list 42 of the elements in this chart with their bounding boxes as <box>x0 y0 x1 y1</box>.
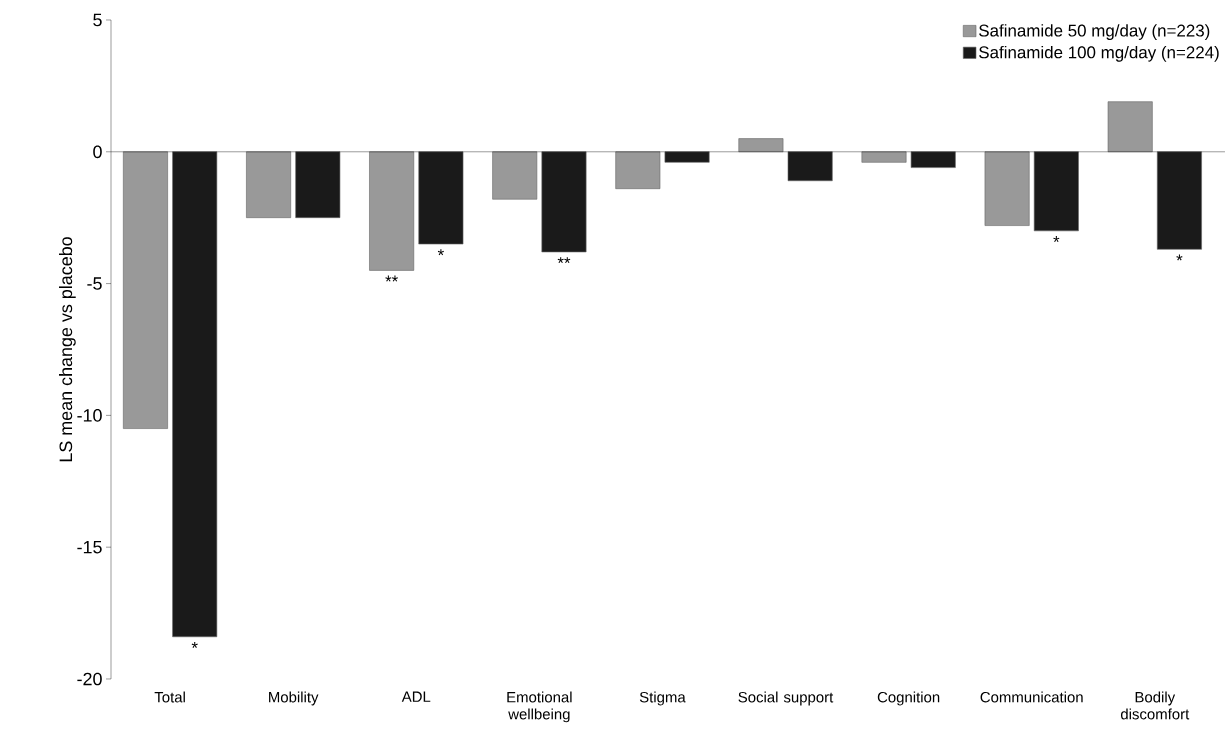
x-tick-label: Bodily discomfort <box>1120 691 1190 720</box>
bar <box>1107 101 1153 153</box>
y-tick-label: -15 <box>77 540 102 554</box>
bar <box>861 151 907 163</box>
annotation: * <box>437 249 444 256</box>
bar <box>541 151 587 253</box>
y-tick-label: -5 <box>87 277 102 290</box>
x-tick-label: ADL <box>401 691 431 702</box>
bar <box>615 151 661 189</box>
bar <box>910 151 956 168</box>
x-tick-label: Cognition <box>877 691 940 706</box>
bar <box>295 151 341 218</box>
bar <box>1156 151 1202 250</box>
bar <box>246 151 292 218</box>
bar <box>984 151 1030 226</box>
y-tick-label: 0 <box>93 145 102 159</box>
bar <box>123 151 168 429</box>
legend-label: Safinamide 50 mg/day (n=223) <box>979 24 1210 40</box>
annotation: ** <box>385 275 398 282</box>
x-tick-label: Communication <box>980 691 1083 703</box>
bar <box>1033 151 1079 232</box>
x-tick-label: Stigma <box>639 691 686 706</box>
annotation: * <box>1176 254 1183 261</box>
x-tick-label: Emotional wellbeing <box>507 691 572 723</box>
bar <box>418 151 464 245</box>
annotation: ** <box>557 257 571 264</box>
y-tick-label: -20 <box>77 672 102 686</box>
x-tick-label: Mobility <box>269 691 319 706</box>
x-tick-label: Social support <box>738 691 834 706</box>
y-tick-label: -10 <box>77 409 102 422</box>
bar <box>738 138 784 153</box>
bar <box>787 151 833 182</box>
legend-label: Safinamide 100 mg/day (n=224) <box>979 45 1219 62</box>
bar <box>172 151 218 638</box>
y-tick-label: 5 <box>93 13 102 27</box>
annotation: * <box>1053 236 1060 243</box>
bar <box>369 151 415 271</box>
bar <box>492 151 538 200</box>
bar <box>664 151 710 163</box>
y-axis-title: LS mean change vs placebo <box>59 237 76 462</box>
x-tick-label: Total <box>154 691 185 703</box>
annotation: * <box>191 642 198 648</box>
